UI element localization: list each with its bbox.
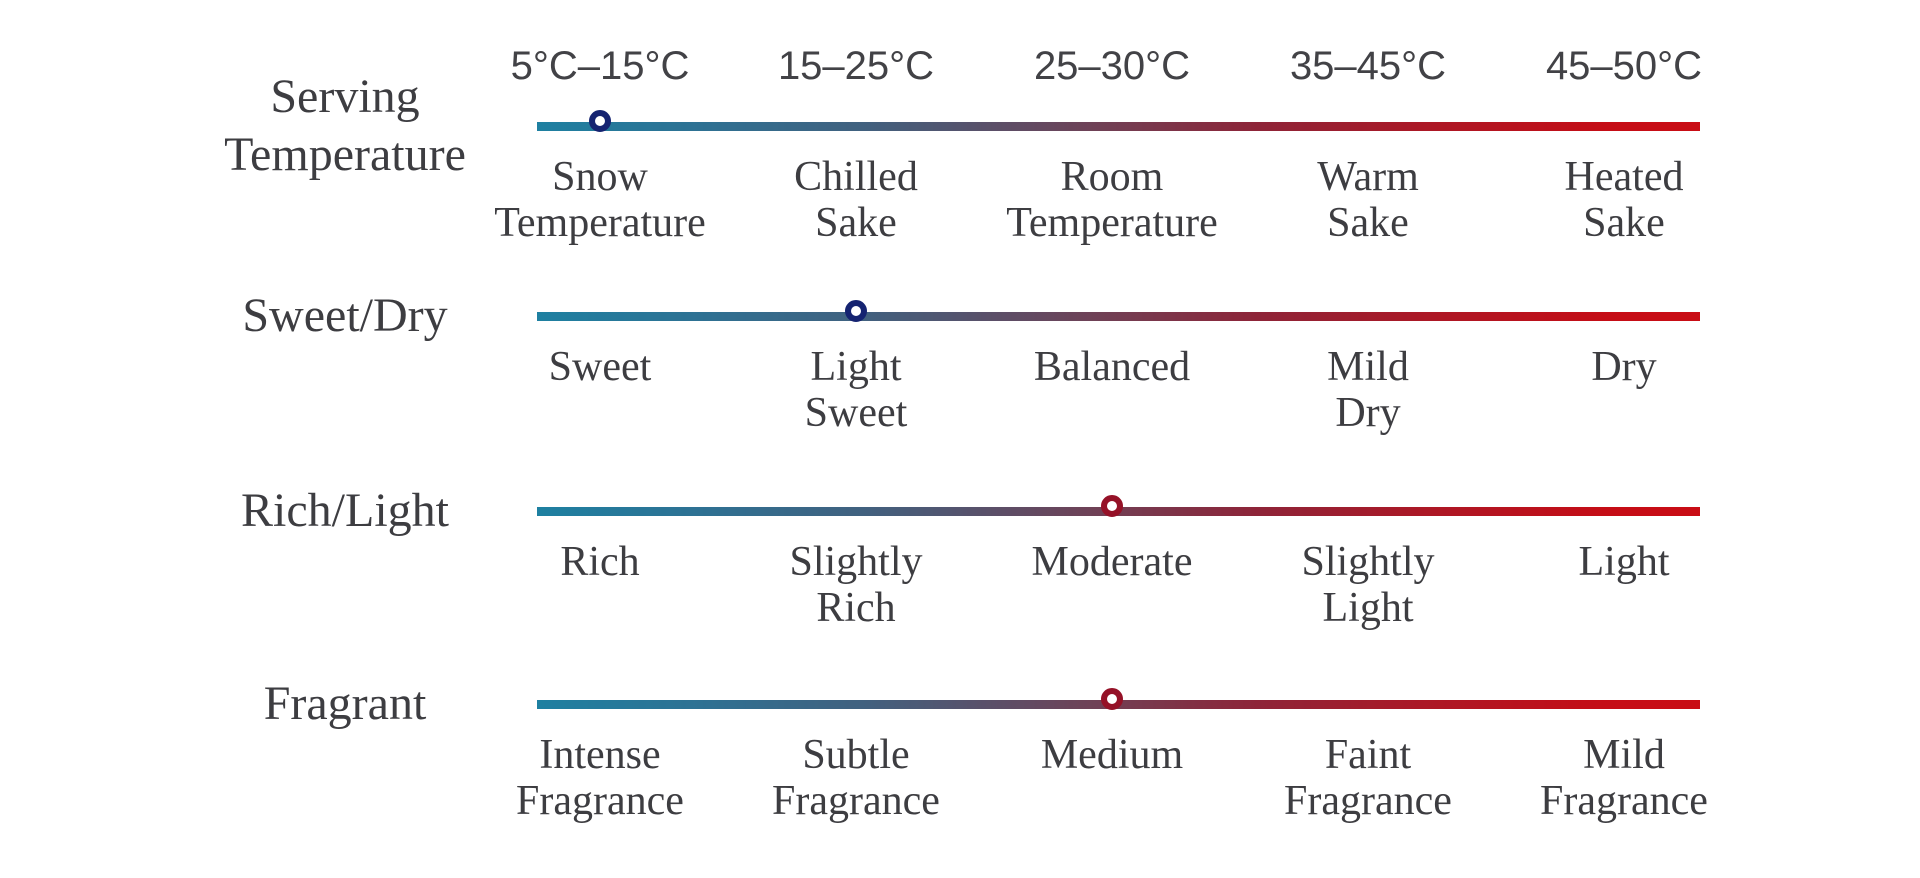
scale-tick-labels: Snow Temperature Chilled Sake Room Tempe… [472, 154, 1752, 246]
scale-tick-label: Chilled Sake [794, 154, 918, 246]
scale-title: Serving Temperature [224, 70, 466, 181]
scale-row-rich-light: Rich/Light Rich Slightly Rich Moderate S… [0, 431, 1920, 631]
scale-tick-label: Dry [1591, 344, 1657, 390]
scale-tick-label: Moderate [1031, 539, 1193, 585]
scale-tick-label: Light [1578, 539, 1670, 585]
scale-title: Rich/Light [241, 484, 449, 538]
scale-tick-label: Balanced [1033, 344, 1191, 390]
scale-title: Fragrant [263, 677, 427, 731]
temperature-range-label: 5°C–15°C [510, 44, 690, 88]
scale-tick-label: Rich [560, 539, 640, 585]
scale-track [537, 299, 1700, 322]
scale-track [537, 494, 1700, 517]
slider-marker-icon [845, 299, 867, 322]
temperature-range-label: 15–25°C [777, 44, 935, 88]
scale-tick-label: Sweet [548, 344, 652, 390]
scale-track [537, 109, 1700, 132]
scale-track [537, 687, 1700, 710]
slider-marker-icon [1100, 687, 1123, 710]
scale-tick-label: Mild Dry [1327, 344, 1409, 436]
scale-tick-label: Faint Fragrance [1284, 732, 1452, 824]
scale-tick-label: Intense Fragrance [516, 732, 684, 824]
scale-tick-label: Medium [1040, 732, 1184, 778]
scale-tick-labels: Intense Fragrance Subtle Fragrance Mediu… [472, 732, 1752, 824]
temperature-range-label: 25–30°C [1033, 44, 1191, 88]
temperature-range-label: 35–45°C [1289, 44, 1447, 88]
scale-tick-label: Subtle Fragrance [772, 732, 940, 824]
scale-tick-labels: Sweet Light Sweet Balanced Mild Dry Dry [472, 344, 1752, 436]
slider-marker-icon [589, 109, 612, 132]
scale-tick-label: Mild Fragrance [1540, 732, 1708, 824]
scale-tick-label: Slightly Light [1301, 539, 1435, 631]
slider-marker-icon [1100, 494, 1123, 517]
scale-title: Sweet/Dry [242, 289, 448, 343]
scale-tick-label: Light Sweet [804, 344, 908, 436]
scale-tick-label: Snow Temperature [494, 154, 706, 246]
scale-tick-label: Room Temperature [1006, 154, 1218, 246]
scale-row-sweet-dry: Sweet/Dry Sweet Light Sweet Balanced Mil… [0, 236, 1920, 436]
temperature-axis: 5°C–15°C 15–25°C 25–30°C 35–45°C 45–50°C [472, 44, 1752, 88]
temperature-range-label: 45–50°C [1545, 44, 1703, 88]
scale-row-fragrant: Fragrant Intense Fragrance Subtle Fragra… [0, 624, 1920, 824]
scale-tick-labels: Rich Slightly Rich Moderate Slightly Lig… [472, 539, 1752, 631]
scale-row-serving-temperature: Serving Temperature 5°C–15°C 15–25°C 25–… [0, 44, 1920, 246]
scale-tick-label: Warm Sake [1317, 154, 1419, 246]
scale-tick-label: Slightly Rich [789, 539, 923, 631]
scale-tick-label: Heated Sake [1564, 154, 1684, 246]
